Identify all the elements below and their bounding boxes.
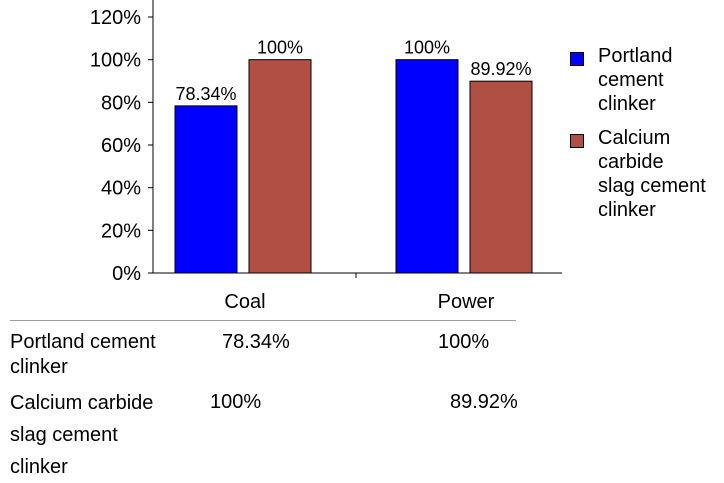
legend-label-line: Portland [598,45,673,67]
table-cell-power: 100% [438,331,490,353]
bar-calcium-power [469,80,533,274]
y-tick-label: 80% [101,92,141,114]
legend-item-calcium: Calcium carbide slag cement clinker [568,126,724,222]
y-tick-label: 40% [101,178,141,200]
legend-label-line: carbide [598,151,664,173]
chart-legend: Portland cement clinker Calcium carbide … [568,44,724,232]
y-tick-label: 60% [101,135,141,157]
bar-value-label: 100% [404,38,450,58]
table-row-label-line: slag cement [10,424,118,446]
legend-item-portland: Portland cement clinker [568,44,724,116]
legend-label-line: cement [598,69,664,91]
y-tick-label: 0% [112,263,141,285]
legend-label-line: clinker [598,93,656,115]
table-row-label: Portland cement clinker [10,330,156,380]
legend-label-line: Calcium [598,127,671,149]
x-category-label: Power [438,291,495,313]
y-tick-label: 120% [90,7,141,29]
bar-portland-power [395,59,459,274]
table-row-label-line: Portland cement [10,331,156,353]
table-divider [10,320,516,321]
table-row-label-line: clinker [10,456,68,478]
legend-label-line: clinker [598,199,656,221]
chart-bars [174,59,533,274]
table-row-label: Calcium carbide slag cement clinker [10,387,153,483]
table-cell-coal: 78.34% [222,331,290,353]
table-cell-power: 89.92% [450,391,518,413]
legend-swatch-calcium [570,134,584,148]
bar-portland-coal [174,105,238,274]
table-row-label-line: Calcium carbide [10,392,154,414]
chart-data-labels: 78.34% 100% 100% 89.92% [175,38,531,104]
bar-value-label: 89.92% [470,59,531,79]
bar-calcium-coal [248,59,312,274]
bar-chart: 0% 20% 40% 60% 80% 100% 120% Coal Power 78.34% 10… [90,0,562,313]
y-tick-label: 100% [90,50,141,72]
y-tick-label: 20% [101,220,141,242]
table-row-label-line: clinker [10,356,68,378]
x-category-label: Coal [224,291,265,313]
bar-value-label: 78.34% [175,84,236,104]
table-cell-coal: 100% [210,391,262,413]
chart-axes: 0% 20% 40% 60% 80% 100% 120% Coal Power [90,0,562,313]
legend-label-line: slag cement [598,175,706,197]
bar-value-label: 100% [257,38,303,58]
legend-swatch-portland [570,52,584,66]
